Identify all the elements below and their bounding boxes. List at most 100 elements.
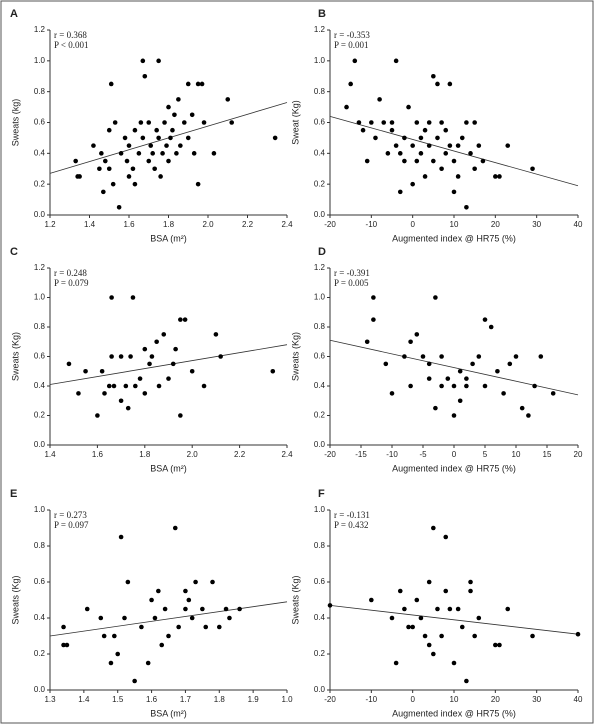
x-tick-label: 1.4	[44, 450, 56, 459]
point	[433, 295, 438, 300]
point	[476, 615, 482, 621]
point	[468, 588, 473, 594]
point	[431, 73, 436, 79]
x-tick-label: 2.4	[281, 220, 293, 229]
point	[414, 120, 420, 125]
point	[472, 166, 477, 172]
y-tick-label: 1.2	[314, 263, 326, 272]
point	[451, 158, 457, 164]
point	[476, 354, 482, 359]
point	[225, 97, 231, 102]
point	[84, 606, 90, 612]
x-tick-label: 20	[491, 220, 500, 229]
point	[152, 615, 158, 621]
point	[433, 405, 438, 411]
x-tick-label: -10	[366, 695, 378, 704]
point	[476, 143, 482, 148]
y-tick-label: 0.0	[34, 440, 46, 449]
x-tick-label: 2.0	[187, 450, 199, 459]
point	[501, 391, 506, 396]
x-tick-label: -20	[324, 450, 336, 459]
point	[457, 398, 463, 404]
x-tick-label: -20	[324, 695, 336, 704]
point	[497, 174, 502, 179]
point	[138, 120, 144, 125]
y-axis-label: Sweats (Kg)	[10, 332, 20, 381]
point	[172, 112, 177, 118]
point	[91, 143, 96, 148]
annotation: P = 0.432	[334, 520, 369, 530]
point	[126, 174, 132, 179]
y-tick-label: 0.0	[314, 685, 326, 694]
point	[229, 120, 234, 125]
point	[83, 368, 88, 374]
point	[272, 135, 278, 141]
point	[455, 174, 461, 179]
point	[156, 383, 162, 389]
point	[455, 143, 461, 148]
y-axis-label: Sweat (Kg)	[290, 100, 300, 145]
y-tick-label: 1.0	[314, 293, 326, 302]
point	[139, 624, 144, 630]
point	[147, 361, 152, 367]
y-axis-label: Sweats (Kg)	[10, 575, 20, 624]
point	[464, 120, 469, 125]
point	[154, 339, 159, 345]
point	[108, 660, 114, 666]
point	[170, 361, 176, 367]
point	[397, 151, 403, 156]
point	[402, 135, 407, 141]
x-axis-label: BSA (m²)	[150, 233, 187, 243]
point	[170, 127, 175, 133]
point	[406, 624, 411, 630]
point	[393, 660, 399, 666]
x-axis-label: BSA (m²)	[150, 463, 187, 473]
point	[505, 606, 511, 612]
point	[186, 597, 192, 603]
point	[443, 127, 449, 133]
point	[431, 651, 436, 657]
point	[210, 579, 215, 585]
point	[455, 606, 461, 612]
point	[61, 624, 66, 630]
point	[464, 678, 469, 684]
point	[414, 597, 420, 603]
point	[364, 158, 370, 164]
y-tick-label: 0.0	[314, 440, 326, 449]
x-tick-label: -20	[324, 220, 336, 229]
point	[482, 317, 488, 322]
panel-letter: E	[10, 488, 17, 500]
point	[189, 615, 195, 621]
point	[103, 158, 108, 164]
point	[482, 383, 488, 389]
point	[426, 376, 432, 381]
point	[530, 633, 535, 639]
point	[439, 383, 444, 389]
point	[73, 158, 78, 164]
point	[146, 120, 152, 125]
point	[149, 597, 154, 603]
y-tick-label: 0.2	[34, 179, 46, 188]
x-tick-label: 1.2	[44, 220, 56, 229]
annotation: P = 0.097	[54, 520, 89, 530]
x-tick-label: -5	[419, 450, 427, 459]
y-tick-label: 1.0	[34, 293, 46, 302]
point	[132, 181, 138, 187]
point	[397, 588, 403, 594]
point	[443, 588, 449, 594]
point	[418, 135, 424, 141]
x-tick-label: 10	[450, 220, 459, 229]
point	[168, 135, 173, 141]
point	[211, 151, 217, 156]
point	[152, 166, 157, 172]
point	[166, 104, 171, 110]
point	[389, 127, 395, 133]
point	[443, 151, 449, 156]
x-tick-label: -15	[355, 450, 367, 459]
x-tick-label: 0	[452, 450, 457, 459]
point	[123, 383, 129, 389]
point	[150, 151, 155, 156]
point	[142, 73, 148, 79]
x-tick-label: 40	[574, 695, 583, 704]
point	[122, 135, 128, 141]
